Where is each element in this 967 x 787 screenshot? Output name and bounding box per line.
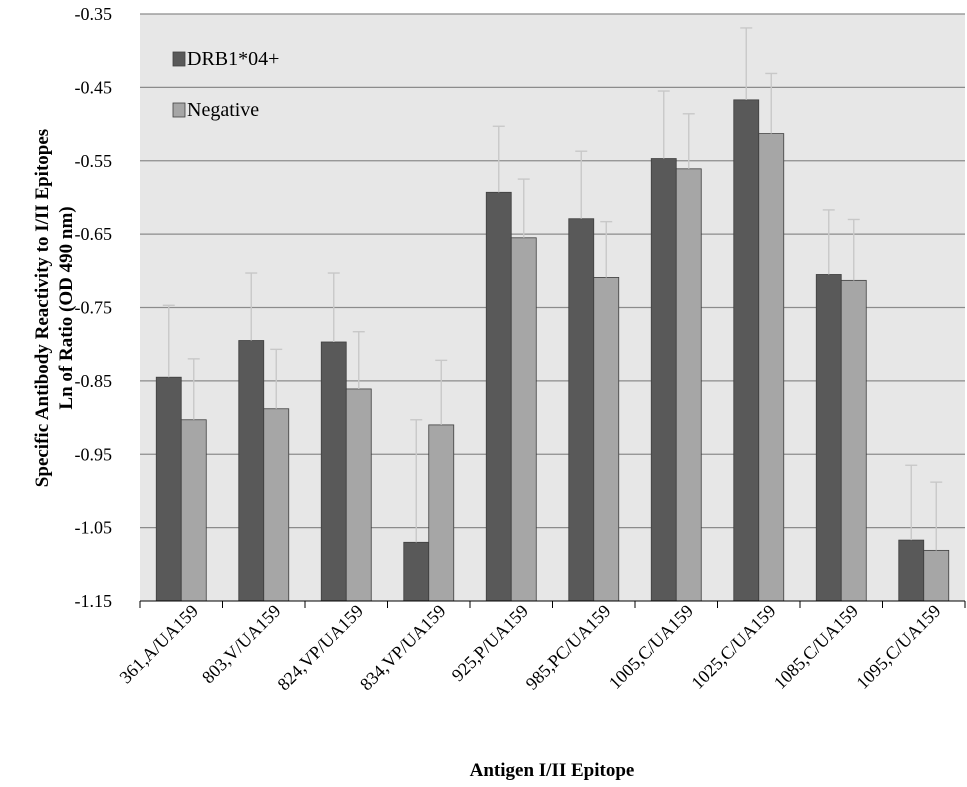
bar-negative [593,277,620,602]
bars [155,99,950,602]
x-tick-label: 834,VP/UA159 [356,601,450,695]
bar-negative [263,408,290,602]
x-tick-label: 361,A/UA159 [115,601,202,688]
bar-negative [180,419,207,602]
bar-negative [510,237,537,602]
legend-label-negative: Negative [187,99,259,121]
y-axis-tick-labels: -0.35 -0.45 -0.55 -0.65 -0.75 -0.85 -0.95 -1.05… [75,4,113,611]
x-axis-ticks [139,601,966,608]
x-tick-label: 1025,C/UA159 [687,601,779,693]
bar-negative [345,388,372,602]
y-tick-label: -0.65 [75,224,113,244]
bar-drb1-04 [898,539,925,602]
y-tick-label: -0.55 [75,151,113,171]
y-tick-label: -1.15 [75,591,113,611]
y-axis-title-line-2: Ln of Ratio (OD 490 nm) [56,206,77,409]
bar-negative [675,168,702,602]
x-tick-label: 824,VP/UA159 [273,601,367,695]
legend-label-drb1-04: DRB1*04+ [187,48,279,70]
bar-drb1-04 [733,99,760,602]
bar-negative [923,549,950,602]
y-tick-label: -1.05 [75,518,113,538]
y-tick-label: -0.95 [75,444,113,464]
legend-swatch-drb1-04 [172,51,186,67]
y-tick-label: -0.85 [75,371,113,391]
x-tick-label: 1095,C/UA159 [852,601,944,693]
x-axis-title: Antigen I/II Epitope [470,760,635,781]
bar-drb1-04 [320,341,347,602]
x-tick-label: 1005,C/UA159 [605,601,697,693]
legend-swatch-negative [172,102,186,118]
error-bars [162,27,943,551]
y-axis-title-line-1: Specific Antibody Reactivity to I/II Epi… [32,129,53,487]
x-tick-label: 925,P/UA159 [448,601,533,686]
y-tick-label: -0.75 [75,298,113,318]
legend: DRB1*04+ Negative [172,48,279,121]
x-axis-tick-labels: 361,A/UA159803,V/UA159824,VP/UA159834,VP… [115,601,944,695]
y-tick-label: -0.45 [75,77,113,97]
bar-negative [840,279,867,602]
bar-drb1-04 [568,218,595,602]
bar-drb1-04 [403,541,430,602]
bar-negative [758,133,785,602]
bar-drb1-04 [155,376,182,602]
bar-drb1-04 [238,340,265,602]
bar-drb1-04 [650,158,677,602]
x-tick-label: 1085,C/UA159 [770,601,862,693]
bar-drb1-04 [815,274,842,602]
y-tick-label: -0.35 [75,4,113,24]
x-tick-label: 985,PC/UA159 [522,601,615,694]
bar-drb1-04 [485,191,512,602]
bar-negative [428,424,455,602]
x-tick-label: 803,V/UA159 [198,601,285,688]
